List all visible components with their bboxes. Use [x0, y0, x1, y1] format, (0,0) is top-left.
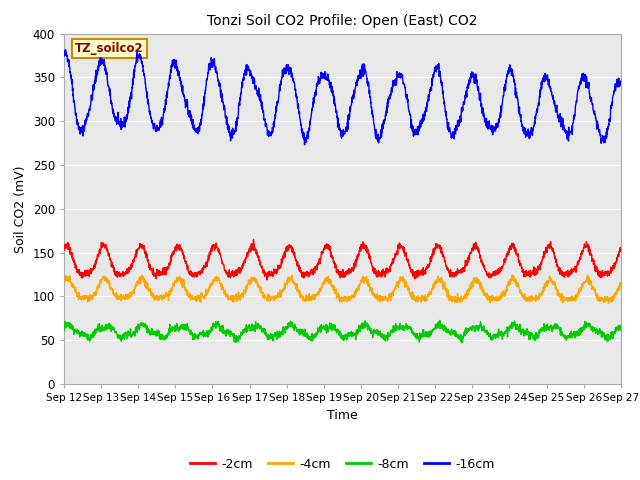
X-axis label: Time: Time	[327, 408, 358, 421]
Legend: -2cm, -4cm, -8cm, -16cm: -2cm, -4cm, -8cm, -16cm	[186, 453, 499, 476]
Y-axis label: Soil CO2 (mV): Soil CO2 (mV)	[14, 165, 27, 252]
Title: Tonzi Soil CO2 Profile: Open (East) CO2: Tonzi Soil CO2 Profile: Open (East) CO2	[207, 14, 477, 28]
Text: TZ_soilco2: TZ_soilco2	[75, 42, 144, 55]
